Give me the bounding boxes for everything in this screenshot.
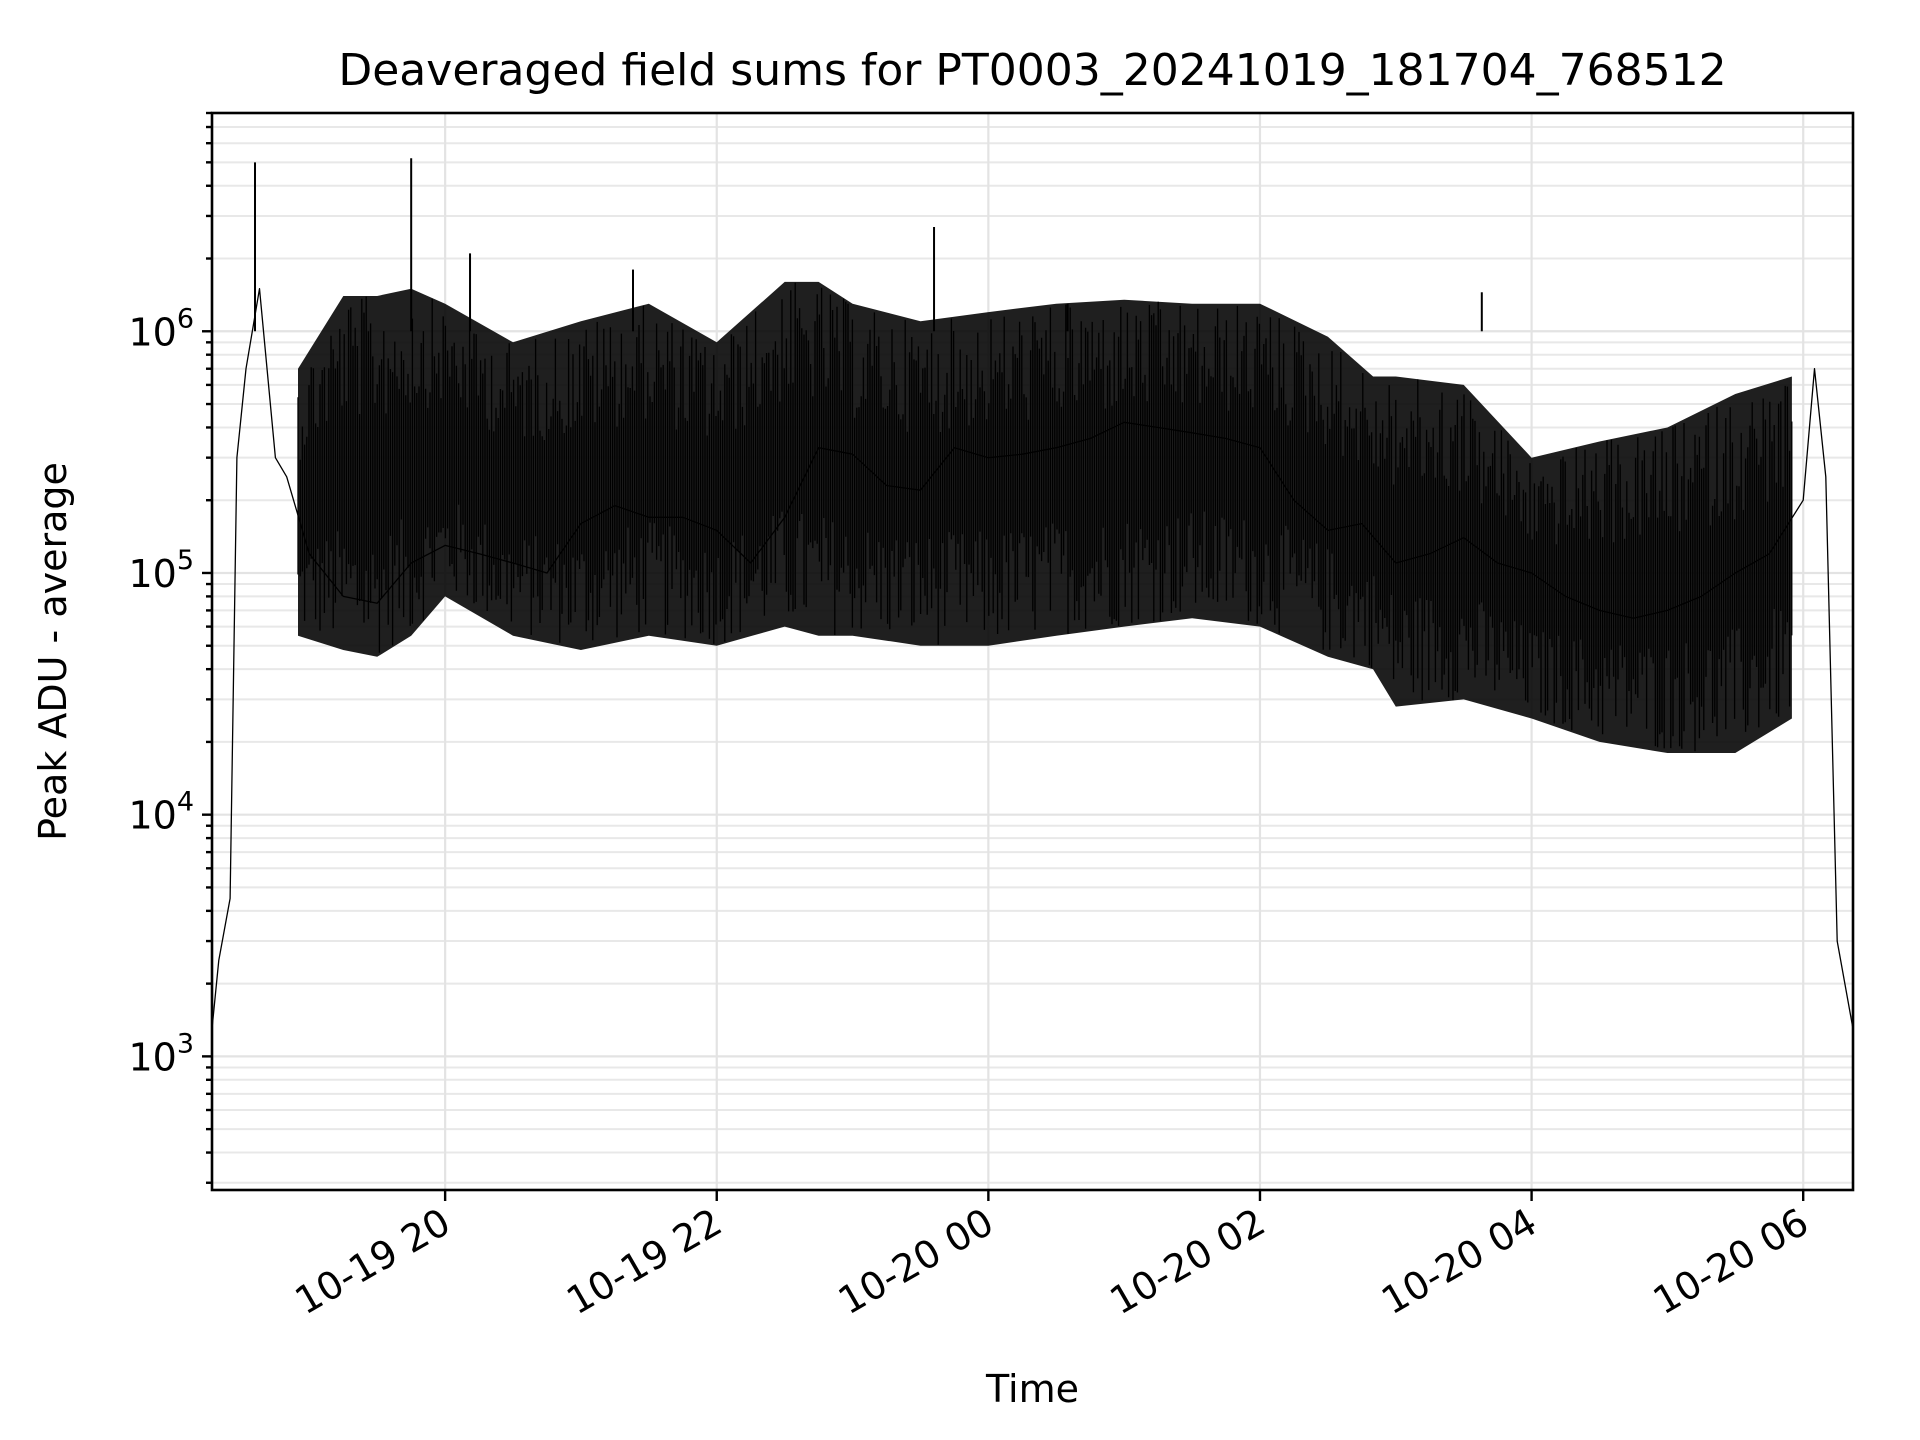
y-tick-label: 105 xyxy=(128,545,194,596)
y-tick-label: 104 xyxy=(128,787,194,838)
x-tick-label: 10-20 04 xyxy=(1374,1200,1544,1324)
series-line xyxy=(211,288,1854,1029)
y-axis-label: Peak ADU - average xyxy=(31,462,75,841)
x-tick-label: 10-19 22 xyxy=(559,1200,729,1324)
y-tick-label: 106 xyxy=(128,303,194,354)
series-oscillation xyxy=(297,282,1793,752)
series-group xyxy=(211,158,1854,1029)
x-tick-label: 10-20 02 xyxy=(1103,1200,1273,1324)
x-tick-label: 10-20 06 xyxy=(1646,1200,1816,1324)
chart-title: Deaveraged field sums for PT0003_2024101… xyxy=(338,45,1726,96)
x-tick-label: 10-20 00 xyxy=(831,1200,1001,1324)
y-tick-label: 103 xyxy=(128,1028,194,1079)
x-axis-label: Time xyxy=(985,1367,1079,1411)
x-tick-label: 10-19 20 xyxy=(288,1200,458,1324)
plot-frame xyxy=(210,111,1855,1192)
